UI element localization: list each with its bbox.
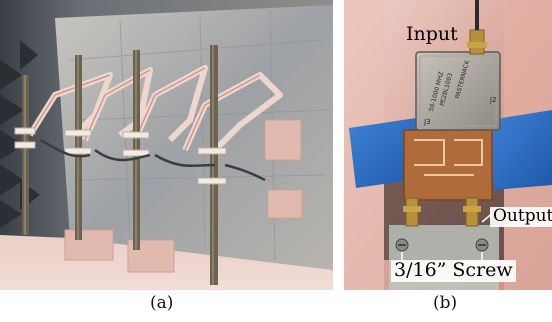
photo-antenna-array — [0, 0, 333, 290]
label-input: Input — [406, 23, 458, 45]
feed-cables — [39, 138, 266, 182]
caption-a: (a) — [150, 293, 174, 313]
input-connector — [467, 0, 487, 55]
output-connectors — [403, 197, 481, 227]
label-screw: 3/16” Screw — [391, 259, 516, 282]
feed-network-drawing: PASTERNACK PE2BL1003 50-1000 MHZ J2 J3 — [344, 0, 552, 290]
divider-port-j3: J3 — [423, 118, 431, 126]
divider-port-j2: J2 — [489, 96, 497, 104]
antenna-array-drawing — [0, 0, 333, 290]
screws — [395, 238, 489, 252]
label-output: Output — [490, 207, 552, 227]
caption-b: (b) — [433, 293, 458, 313]
foil-ground-plane — [55, 5, 333, 270]
power-divider-box: PASTERNACK PE2BL1003 50-1000 MHZ J2 J3 — [415, 51, 501, 131]
photo-feed-network: PASTERNACK PE2BL1003 50-1000 MHZ J2 J3 — [344, 0, 552, 290]
rod-clamps — [14, 127, 227, 185]
